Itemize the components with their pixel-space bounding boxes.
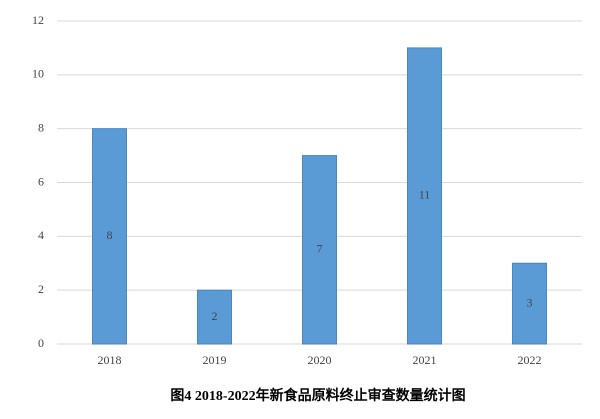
y-tick-label: 8 (38, 120, 44, 134)
y-tick-label: 6 (38, 174, 44, 188)
x-tick-label: 2018 (98, 353, 122, 367)
x-tick-label: 2020 (308, 353, 332, 367)
bar (197, 289, 232, 345)
data-label: 11 (419, 188, 431, 202)
data-label: 2 (212, 309, 218, 323)
y-tick-label: 2 (38, 282, 44, 296)
data-label: 8 (107, 228, 113, 242)
bar (302, 155, 337, 345)
y-tick-label: 12 (32, 13, 44, 27)
x-tick-label: 2019 (203, 353, 227, 367)
bar (407, 47, 442, 345)
y-tick-label: 0 (38, 336, 44, 350)
y-tick-label: 10 (32, 67, 44, 81)
y-tick-label: 4 (38, 228, 44, 242)
bar (512, 262, 547, 345)
x-tick-label: 2022 (518, 353, 542, 367)
data-label: 3 (527, 295, 533, 309)
x-tick-label: 2021 (413, 353, 437, 367)
chart-title: 图4 2018-2022年新食品原料终止审查数量统计图 (170, 387, 465, 404)
bar (92, 128, 127, 345)
data-label: 7 (317, 242, 323, 256)
